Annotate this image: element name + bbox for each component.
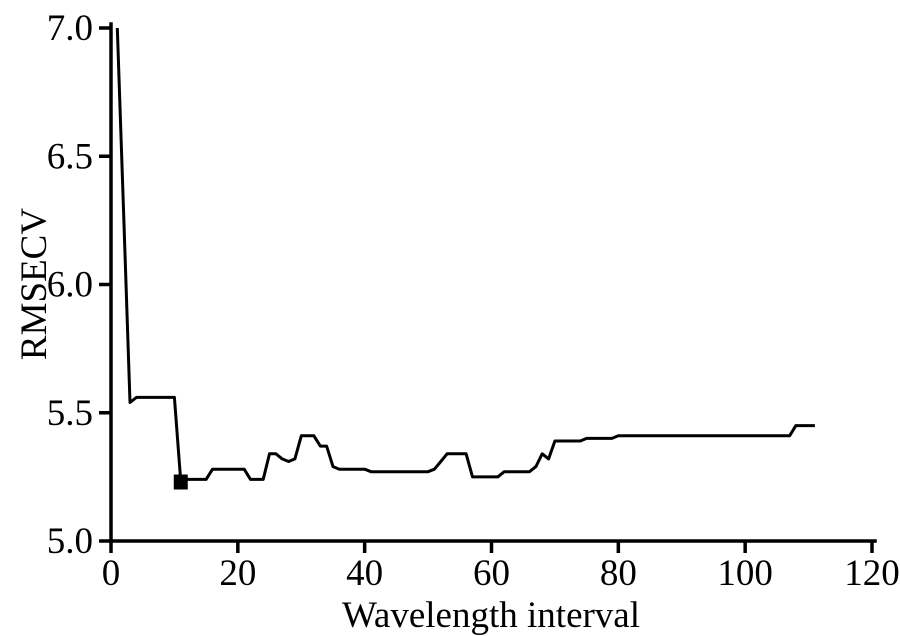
y-tick-label: 6.0 <box>47 265 93 306</box>
y-tick-label: 5.5 <box>47 393 93 434</box>
data-series <box>115 27 815 490</box>
y-axis-title: RMSECV <box>14 208 55 360</box>
x-tick-label: 40 <box>346 553 383 594</box>
x-tick-label: 100 <box>717 553 773 594</box>
x-tick-label: 80 <box>600 553 637 594</box>
x-tick-label: 20 <box>219 553 256 594</box>
axis-tick-labels: 5.0 5.5 6.0 6.5 7.0 0 20 40 60 80 100 120 <box>47 8 900 594</box>
axis-frame <box>109 22 877 543</box>
x-axis-title: Wavelength interval <box>342 595 640 636</box>
x-tick-label: 60 <box>473 553 510 594</box>
y-tick-label: 7.0 <box>47 8 93 49</box>
rmsecv-data-line <box>115 27 815 484</box>
x-tick-label: 120 <box>844 553 900 594</box>
minimum-marker <box>173 474 188 490</box>
x-tick-label: 0 <box>102 553 121 594</box>
axis-ticks <box>99 26 874 553</box>
y-tick-label: 5.0 <box>47 521 93 562</box>
axes <box>109 22 877 543</box>
y-tick-label: 6.5 <box>47 136 93 177</box>
